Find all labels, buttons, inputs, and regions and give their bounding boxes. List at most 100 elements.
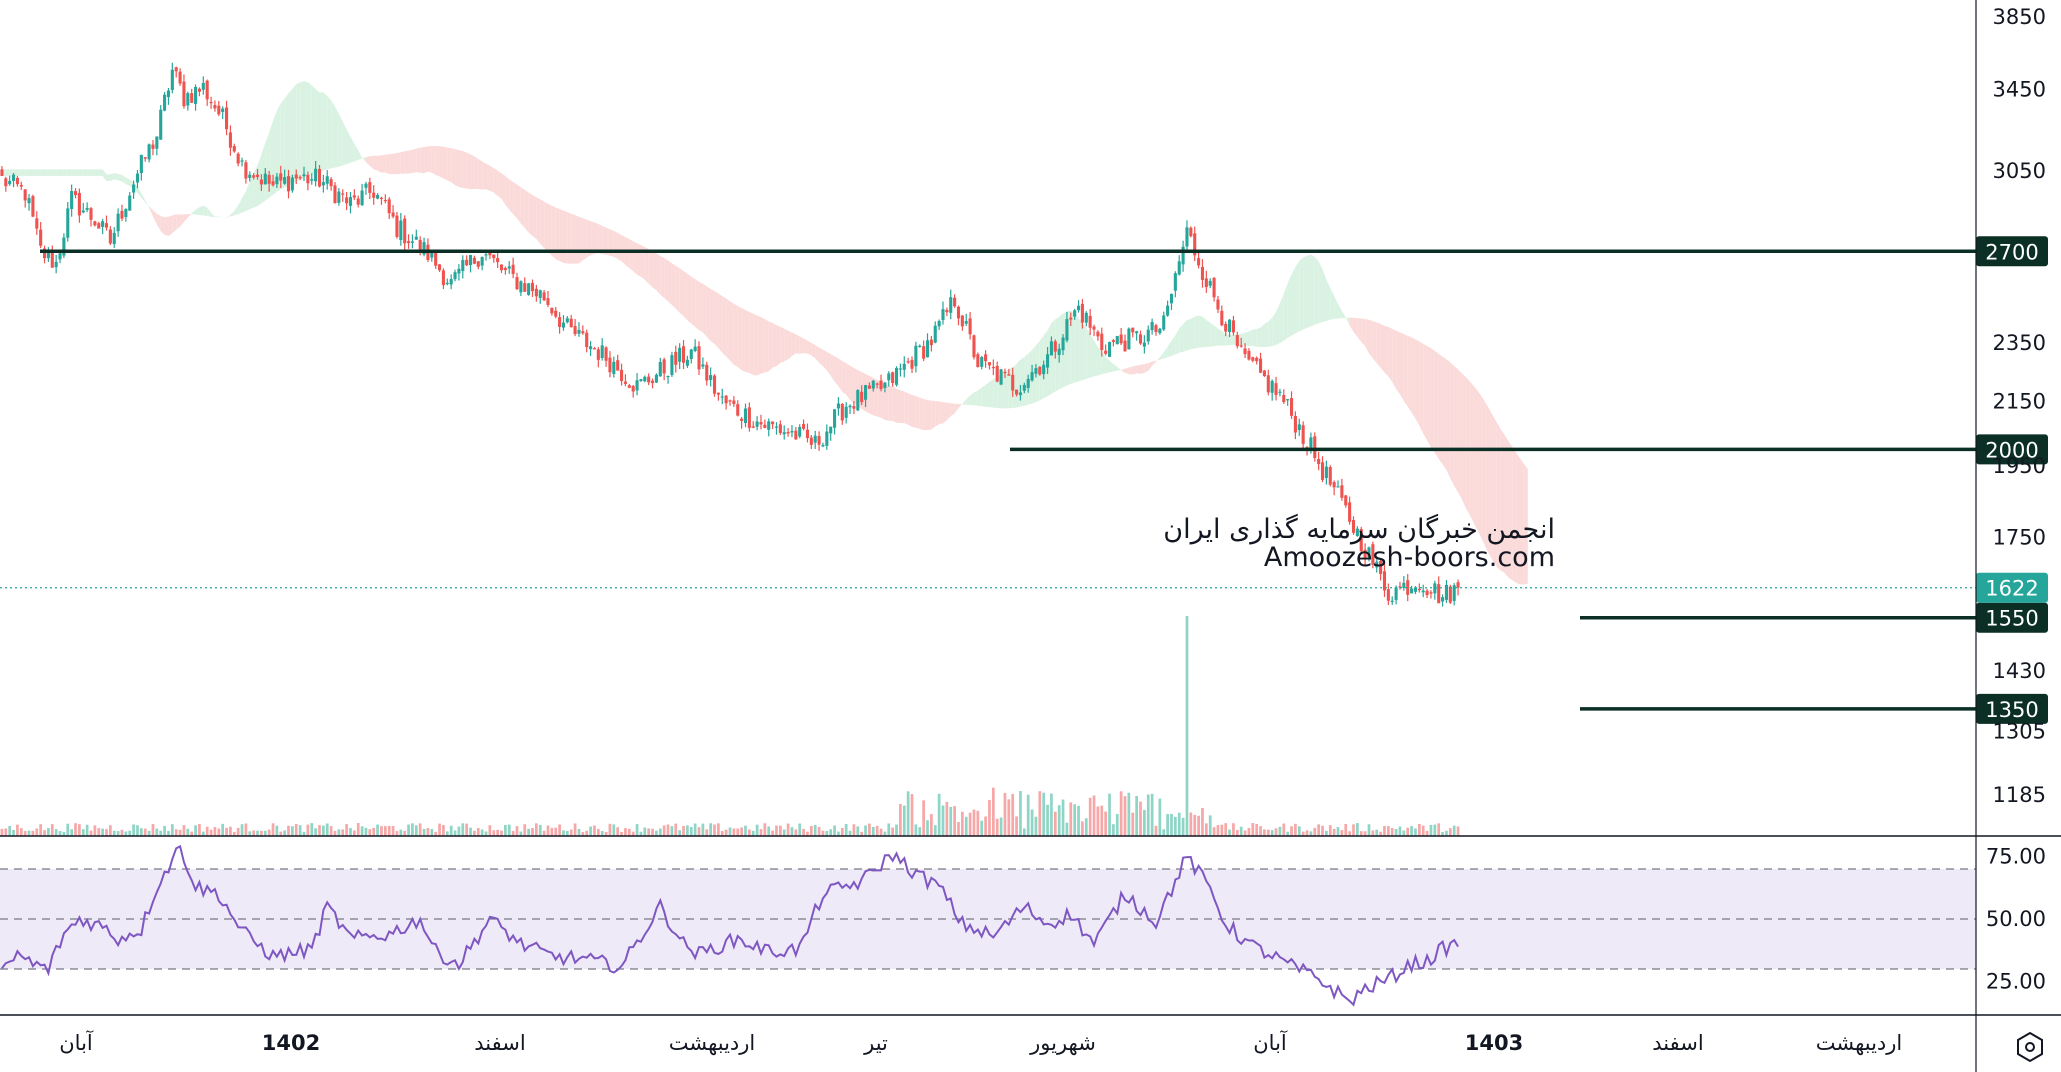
cloud-segment (1225, 334, 1230, 346)
candle-body (1200, 266, 1205, 280)
candle (1429, 590, 1433, 599)
candle-body (654, 374, 658, 383)
cloud-segment (245, 181, 250, 212)
volume-bar (1208, 815, 1212, 836)
candle (844, 402, 848, 424)
volume-bar (686, 825, 689, 836)
candle (1204, 270, 1208, 293)
cloud-segment (451, 148, 456, 186)
candle (244, 160, 248, 184)
volume-bar (1429, 824, 1433, 836)
candle (1398, 581, 1402, 590)
cloud-segment (172, 214, 177, 234)
volume-bar (1387, 826, 1390, 836)
candle-body (1158, 328, 1162, 334)
candle (1061, 334, 1065, 356)
candle-body (1297, 424, 1301, 430)
hexagon-settings-icon[interactable] (2017, 1031, 2043, 1063)
price-tick-label: 3050 (1993, 159, 2046, 183)
candle-body (1340, 485, 1344, 498)
candle-body (871, 380, 875, 389)
volume-bar (143, 828, 147, 836)
candle-body (600, 345, 604, 358)
cloud-segment (1183, 320, 1187, 352)
cloud-segment (815, 345, 820, 363)
candle-body (465, 259, 469, 266)
candle-body (12, 174, 16, 181)
candle (833, 409, 837, 435)
candle (445, 278, 449, 286)
cloud-segment (338, 113, 343, 167)
candle (1166, 300, 1170, 317)
cloud-segment (1159, 352, 1164, 360)
candle (232, 143, 236, 153)
cloud-segment (25, 169, 30, 176)
candle-body (306, 174, 310, 184)
candle (333, 182, 337, 204)
cloud-segment (1152, 360, 1156, 366)
candle (174, 66, 178, 78)
price-tick-label: 1750 (1993, 526, 2046, 550)
candle (1007, 369, 1011, 376)
candle (1394, 585, 1398, 605)
volume-bar (19, 828, 23, 836)
candle-body (290, 177, 294, 191)
cloud-segment (826, 351, 831, 376)
candle (620, 363, 624, 386)
volume-bar (883, 831, 887, 836)
cloud-segment (5, 169, 10, 176)
volume-bar (31, 830, 35, 836)
cloud-segment (75, 169, 80, 176)
candle-body (66, 208, 70, 238)
volume-bar (1270, 830, 1274, 836)
candle-body (1262, 370, 1266, 377)
candle-body (496, 258, 500, 263)
candle (805, 423, 810, 443)
candle (755, 416, 759, 431)
candle (658, 357, 662, 377)
candle-body (19, 184, 23, 187)
candle-body (190, 93, 194, 103)
candle-body (1053, 341, 1057, 352)
candle (1363, 543, 1367, 566)
candle-body (217, 105, 221, 115)
cloud-segment (710, 288, 715, 344)
candle-body (1394, 587, 1398, 600)
volume-bar (128, 830, 132, 836)
cloud-segment (63, 169, 68, 176)
candle (457, 264, 461, 281)
candle-body (709, 375, 713, 381)
candle-body (108, 229, 112, 244)
candle (728, 399, 732, 406)
candle-body (42, 248, 47, 259)
candle-body (647, 376, 651, 383)
candle-body (430, 251, 434, 258)
candle (534, 284, 538, 302)
cloud-segment (1101, 351, 1106, 375)
candle-body (937, 321, 941, 327)
candle-body (569, 318, 573, 328)
price-tick-label: 2150 (1993, 390, 2046, 414)
candle (325, 170, 329, 190)
candle (194, 84, 198, 111)
candle (732, 395, 736, 407)
settings-corner[interactable] (2017, 1031, 2043, 1063)
volume-bar (1414, 828, 1417, 836)
candle-body (352, 195, 356, 198)
candle-body (805, 429, 810, 439)
candle-body (170, 69, 174, 90)
candle-body (724, 395, 728, 404)
candle-body (685, 359, 689, 366)
candle-body (1266, 375, 1270, 393)
candle-body (422, 242, 426, 255)
candle (848, 404, 852, 415)
volume-bar (1379, 831, 1382, 836)
candle (259, 174, 263, 192)
candle (434, 251, 438, 269)
cloud-segment (819, 347, 823, 367)
candle (589, 341, 593, 356)
candle-body (778, 424, 782, 434)
cloud-segment (17, 169, 22, 176)
volume-bar (267, 829, 271, 836)
candle-body (577, 329, 581, 334)
